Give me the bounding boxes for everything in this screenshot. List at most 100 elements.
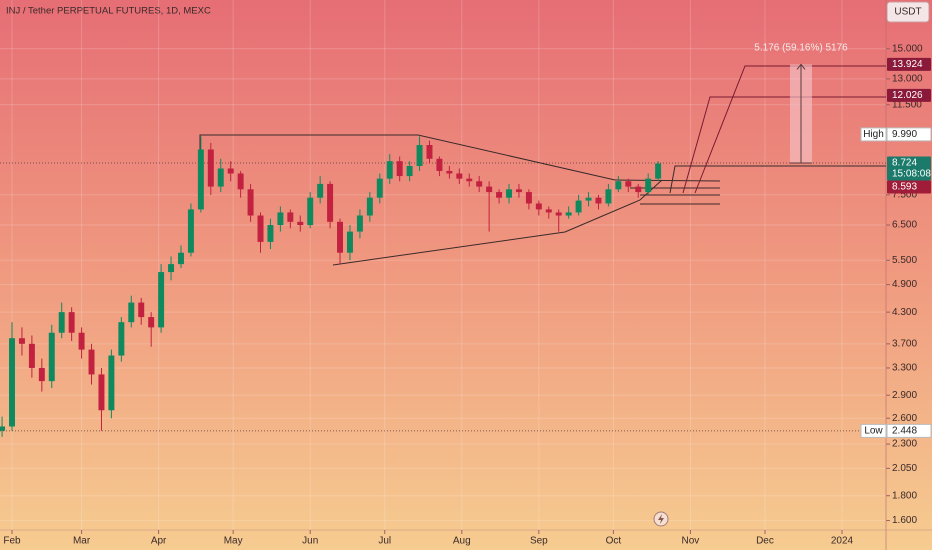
candle-body <box>257 215 264 242</box>
x-tick-label: Nov <box>682 536 700 547</box>
price-tag <box>887 156 931 181</box>
y-tick-label: 3.300 <box>892 363 917 374</box>
price-labels: 5.176 (59.16%) 5176 13.924 12.026 9.990 High… <box>754 43 932 438</box>
candle-body <box>337 221 344 253</box>
candle-body <box>0 426 6 431</box>
candle-body <box>227 168 234 174</box>
y-tick-label: 2.050 <box>892 463 917 474</box>
candle-body <box>645 178 652 193</box>
price-tag-name-box <box>860 423 887 438</box>
candle-body <box>565 212 572 216</box>
y-tick-label: 3.700 <box>892 338 917 349</box>
x-tick-label: Feb <box>3 536 21 547</box>
candle-body <box>605 189 612 204</box>
price-tag-label: 9.990 <box>892 129 917 140</box>
candle-body <box>396 161 403 177</box>
price-tag-label: 13.924 <box>892 59 923 70</box>
y-tick-label: 4.300 <box>892 307 917 318</box>
candle-body <box>506 189 512 198</box>
price-tag <box>886 127 932 142</box>
price-tag-name-box <box>860 127 887 142</box>
y-tick-label: 15.000 <box>892 43 923 54</box>
candle-body <box>635 186 642 193</box>
x-tick-label: Aug <box>453 536 471 547</box>
candle-body <box>625 181 632 187</box>
countdown: 15:08:08 <box>892 169 931 180</box>
candle-body <box>486 186 493 193</box>
currency: USDT <box>894 7 921 18</box>
projection-line <box>694 65 886 194</box>
x-tick-label: Jun <box>302 536 318 547</box>
candle-body <box>307 197 314 226</box>
candle-body <box>9 338 15 427</box>
price-tag-label: 2.448 <box>892 426 917 437</box>
candle-body <box>545 209 552 213</box>
price-tag-name: Low <box>864 426 883 437</box>
candle-body <box>187 209 194 253</box>
x-tick-label: Jul <box>378 536 391 547</box>
candle-body <box>28 343 35 368</box>
candle-body <box>58 312 65 333</box>
candle-body <box>88 349 95 375</box>
candle-body <box>496 192 503 198</box>
candle-body <box>38 367 45 382</box>
trend-line <box>199 134 616 181</box>
candle-body <box>366 197 373 216</box>
candle-body <box>18 338 25 344</box>
candle-body <box>98 374 105 411</box>
y-tick-label: 5.500 <box>892 255 917 266</box>
price-tag-name: High <box>863 129 884 140</box>
x-tick-label: Dec <box>756 536 774 547</box>
currency-button[interactable] <box>886 1 930 23</box>
candle-body <box>207 149 214 187</box>
y-tick-label: 2.600 <box>892 413 917 424</box>
candle-body <box>317 183 324 198</box>
candle-body <box>585 197 592 201</box>
candle-body <box>128 302 135 323</box>
y-tick-label: 2.900 <box>892 390 917 401</box>
candle-body <box>267 225 274 242</box>
candle-body <box>138 302 145 318</box>
candle-body <box>148 317 155 328</box>
candle-body <box>346 231 353 253</box>
candle-body <box>466 178 473 182</box>
y-tick-label: 13.000 <box>892 74 923 85</box>
candle-body <box>297 221 304 226</box>
candle-body <box>197 149 204 210</box>
y-tick-label: 1.800 <box>892 490 917 501</box>
candle-body <box>287 212 294 222</box>
candle-body <box>426 145 433 159</box>
candle-body <box>376 178 383 198</box>
candle-body <box>406 166 413 177</box>
candle-body <box>436 158 443 171</box>
drawings <box>199 65 886 266</box>
x-tick-label: 2024 <box>831 536 854 547</box>
y-tick-label: 6.500 <box>892 220 917 231</box>
candle-body <box>237 173 244 190</box>
candle-body <box>68 312 75 333</box>
candle-body <box>217 168 224 187</box>
candle-body <box>356 215 363 232</box>
x-tick-label: Oct <box>606 536 622 547</box>
candle-body <box>595 197 602 204</box>
candle-body <box>525 192 532 204</box>
y-tick-label: 2.300 <box>892 439 917 450</box>
candle-body <box>118 322 125 356</box>
x-tick-label: Sep <box>530 536 548 547</box>
x-tick-label: Apr <box>151 536 167 547</box>
candle-body <box>158 272 165 328</box>
x-tick-label: Mar <box>73 536 91 547</box>
measure-label: 5.176 (59.16%) 5176 <box>754 43 848 54</box>
price-tag <box>887 57 931 71</box>
candle-body <box>575 200 582 213</box>
y-tick-label: 11.500 <box>892 99 922 110</box>
projection-line <box>682 96 886 194</box>
candle-body <box>476 181 483 187</box>
x-tick-label: May <box>224 536 243 547</box>
y-tick-label: 1.600 <box>892 515 917 526</box>
candle-body <box>78 332 85 350</box>
price-tag-label: 8.724 <box>892 158 917 169</box>
